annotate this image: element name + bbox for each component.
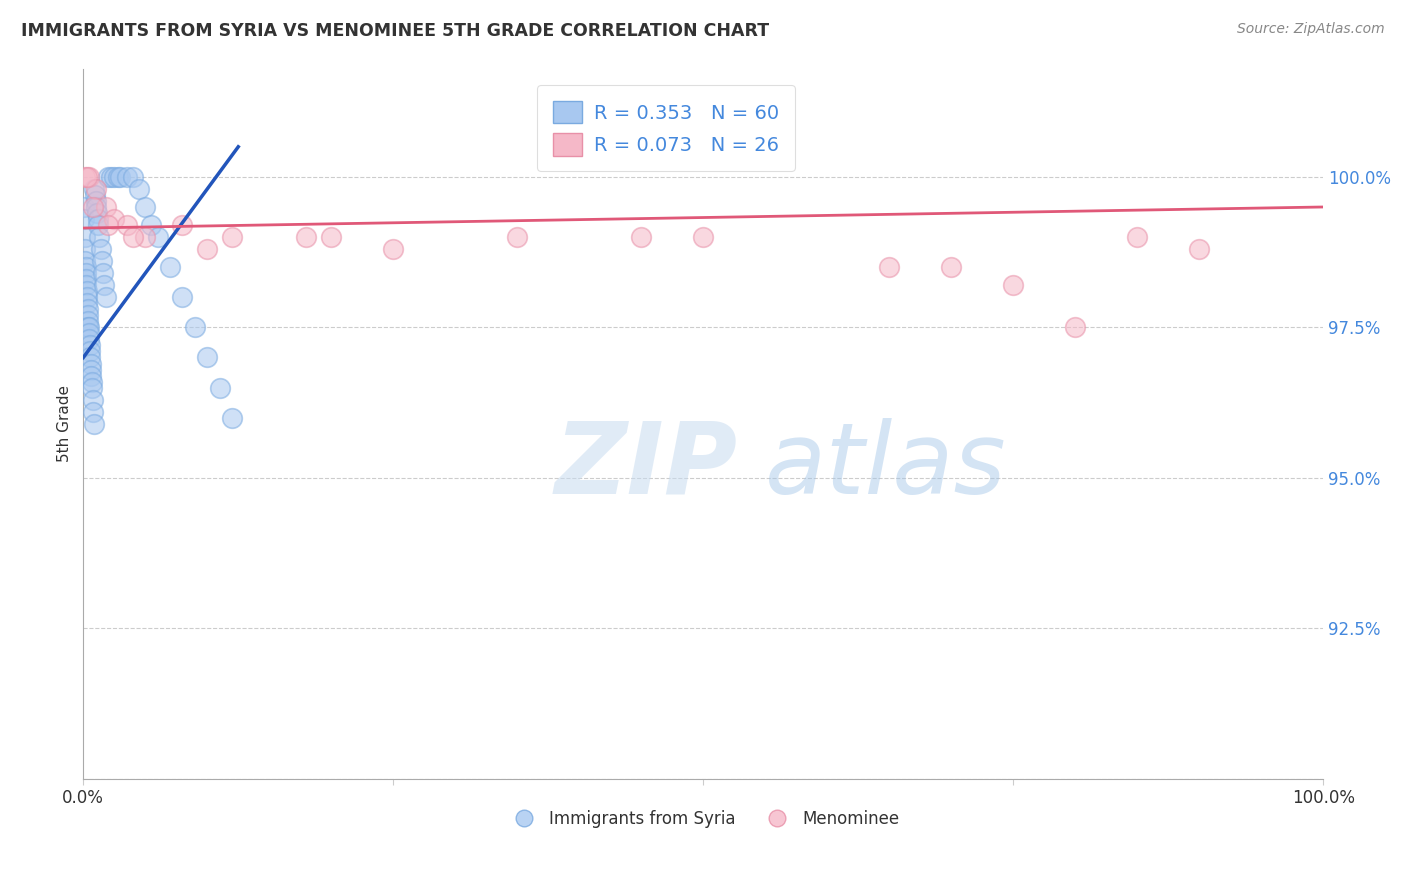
Point xyxy=(107,169,129,184)
Point xyxy=(79,169,101,184)
Point xyxy=(73,242,96,256)
Point xyxy=(75,260,97,275)
Point xyxy=(221,410,243,425)
Legend: Immigrants from Syria, Menominee: Immigrants from Syria, Menominee xyxy=(501,803,905,835)
Point xyxy=(941,260,963,275)
Point xyxy=(84,194,107,208)
Point xyxy=(321,230,343,244)
Point xyxy=(73,212,96,227)
Point xyxy=(82,405,104,419)
Point xyxy=(90,254,112,268)
Point xyxy=(76,302,98,317)
Point xyxy=(159,260,181,275)
Point xyxy=(80,381,103,395)
Point xyxy=(93,278,115,293)
Point xyxy=(208,381,231,395)
Point xyxy=(77,314,100,328)
Point xyxy=(79,351,101,365)
Point xyxy=(80,375,103,389)
Point xyxy=(97,169,120,184)
Point xyxy=(122,169,145,184)
Point xyxy=(75,272,97,286)
Point xyxy=(83,182,105,196)
Point xyxy=(94,200,117,214)
Point xyxy=(90,242,112,256)
Point xyxy=(172,290,194,304)
Point xyxy=(84,188,107,202)
Y-axis label: 5th Grade: 5th Grade xyxy=(58,385,72,462)
Text: ZIP: ZIP xyxy=(554,417,737,515)
Point xyxy=(84,200,107,214)
Point xyxy=(80,368,103,383)
Point xyxy=(80,357,103,371)
Point xyxy=(110,169,132,184)
Point xyxy=(103,169,125,184)
Point xyxy=(86,212,108,227)
Point xyxy=(221,230,243,244)
Point xyxy=(195,351,218,365)
Point xyxy=(128,182,150,196)
Point xyxy=(146,230,169,244)
Point xyxy=(87,218,110,232)
Point xyxy=(79,333,101,347)
Point xyxy=(82,392,104,407)
Point xyxy=(877,260,900,275)
Point xyxy=(100,169,122,184)
Point xyxy=(141,218,163,232)
Point xyxy=(122,230,145,244)
Point xyxy=(295,230,318,244)
Point xyxy=(86,206,108,220)
Point xyxy=(134,230,156,244)
Point xyxy=(75,254,97,268)
Point xyxy=(84,182,107,196)
Point xyxy=(89,230,111,244)
Point xyxy=(94,290,117,304)
Point xyxy=(382,242,405,256)
Point xyxy=(83,417,105,431)
Point xyxy=(692,230,714,244)
Point xyxy=(73,200,96,214)
Text: IMMIGRANTS FROM SYRIA VS MENOMINEE 5TH GRADE CORRELATION CHART: IMMIGRANTS FROM SYRIA VS MENOMINEE 5TH G… xyxy=(21,22,769,40)
Point xyxy=(97,218,120,232)
Point xyxy=(77,309,100,323)
Point xyxy=(630,230,652,244)
Point xyxy=(1064,320,1087,334)
Point xyxy=(115,218,138,232)
Point xyxy=(75,169,97,184)
Point xyxy=(77,320,100,334)
Point xyxy=(172,218,194,232)
Point xyxy=(75,278,97,293)
Point xyxy=(77,326,100,341)
Point xyxy=(79,344,101,359)
Point xyxy=(75,266,97,280)
Point xyxy=(76,296,98,310)
Point xyxy=(76,290,98,304)
Point xyxy=(1002,278,1025,293)
Point xyxy=(115,169,138,184)
Text: atlas: atlas xyxy=(765,417,1007,515)
Point xyxy=(103,212,125,227)
Point xyxy=(79,338,101,352)
Point xyxy=(77,320,100,334)
Point xyxy=(80,362,103,376)
Point xyxy=(134,200,156,214)
Point xyxy=(184,320,207,334)
Point xyxy=(195,242,218,256)
Point xyxy=(76,285,98,299)
Point xyxy=(1126,230,1149,244)
Text: Source: ZipAtlas.com: Source: ZipAtlas.com xyxy=(1237,22,1385,37)
Point xyxy=(73,230,96,244)
Point xyxy=(91,266,114,280)
Point xyxy=(1188,242,1211,256)
Point xyxy=(76,169,98,184)
Point xyxy=(82,200,104,214)
Point xyxy=(506,230,529,244)
